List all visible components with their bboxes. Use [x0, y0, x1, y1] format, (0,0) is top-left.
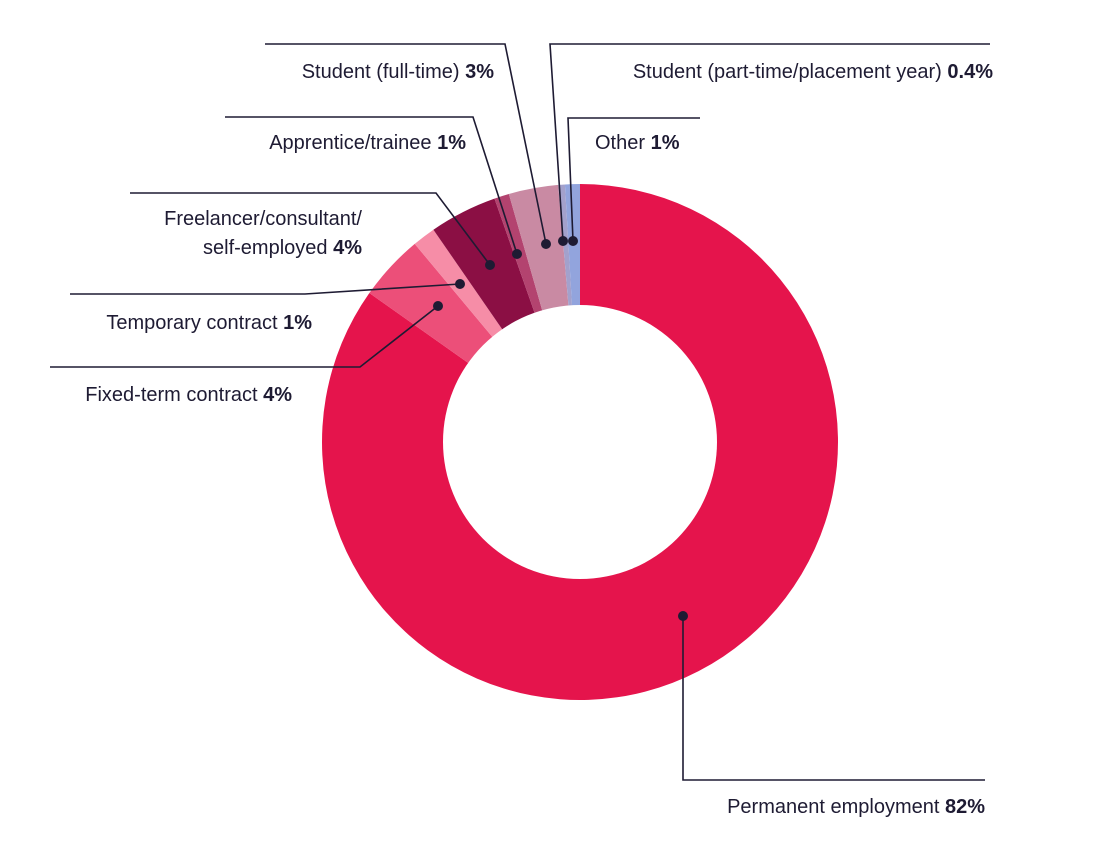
- leader-dot-freelancer: [485, 260, 495, 270]
- label-apprentice: Apprentice/trainee 1%: [269, 132, 466, 154]
- leader-dot-fixed-term: [433, 301, 443, 311]
- label-other-value: 1%: [651, 132, 680, 154]
- leader-line-temporary: [70, 283, 461, 295]
- label-other: Other 1%: [595, 132, 680, 154]
- leader-dot-student-full: [541, 239, 551, 249]
- leader-line-other: [567, 117, 700, 242]
- label-freelancer-line1: Freelancer/consultant/: [164, 208, 362, 230]
- leader-line-student-full: [265, 43, 547, 245]
- leader-line-permanent: [682, 616, 985, 781]
- label-student-full-name: Student (full-time): [302, 61, 460, 83]
- label-permanent-value: 82%: [945, 796, 985, 818]
- leader-dot-temporary: [455, 279, 465, 289]
- label-other-name: Other: [595, 132, 645, 154]
- leader-dot-other: [568, 236, 578, 246]
- label-freelancer-name2: self-employed: [203, 237, 328, 259]
- leader-dots: [433, 236, 688, 621]
- label-freelancer-value: 4%: [333, 237, 362, 259]
- leader-line-freelancer: [130, 192, 491, 266]
- label-student-part-value: 0.4%: [947, 61, 993, 83]
- leader-line-fixed-term: [50, 305, 439, 368]
- donut-hole: [443, 305, 717, 579]
- leader-dot-permanent: [678, 611, 688, 621]
- label-fixed-term-name: Fixed-term contract: [85, 384, 258, 406]
- leader-dot-apprentice: [512, 249, 522, 259]
- leader-lines: [50, 43, 990, 781]
- label-student-part: Student (part-time/placement year) 0.4%: [633, 61, 993, 83]
- label-fixed-term: Fixed-term contract 4%: [85, 384, 292, 406]
- label-apprentice-name: Apprentice/trainee: [269, 132, 431, 154]
- label-temporary-name: Temporary contract: [106, 312, 278, 334]
- leader-line-student-part: [549, 43, 990, 242]
- leader-line-apprentice: [225, 116, 518, 255]
- label-student-part-name: Student (part-time/placement year): [633, 61, 942, 83]
- label-permanent-name: Permanent employment: [727, 796, 940, 818]
- label-fixed-term-value: 4%: [263, 384, 292, 406]
- label-student-full: Student (full-time) 3%: [302, 61, 495, 83]
- label-apprentice-value: 1%: [437, 132, 466, 154]
- label-student-full-value: 3%: [465, 61, 494, 83]
- label-permanent: Permanent employment 82%: [727, 796, 985, 818]
- label-temporary-value: 1%: [283, 312, 312, 334]
- leader-dot-student-part: [558, 236, 568, 246]
- label-temporary: Temporary contract 1%: [106, 312, 312, 334]
- label-freelancer-line2: self-employed 4%: [203, 237, 362, 259]
